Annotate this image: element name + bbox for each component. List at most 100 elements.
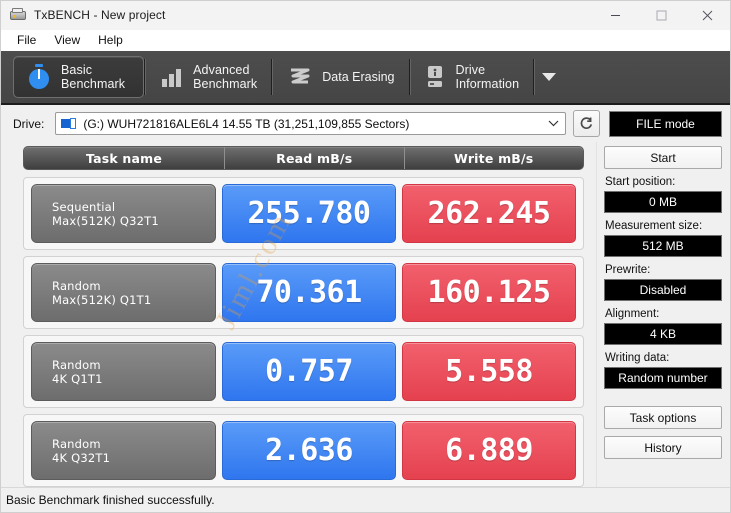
task-name-line1: Random [52, 436, 101, 451]
results-rows: Sequential Max(512K) Q32T1 255.780 262.2… [13, 177, 584, 487]
read-value-cell: 0.757 [222, 342, 396, 401]
prewrite-text: Disabled [639, 283, 687, 297]
bar-chart-icon [162, 69, 182, 87]
task-button-random-4k-q1t1[interactable]: Random 4K Q1T1 [31, 342, 216, 401]
app-icon [10, 7, 26, 23]
results-panel: Task name Read mB/s Write mB/s Sequentia… [13, 142, 596, 487]
tab-data-erasing-label: Data Erasing [322, 70, 395, 84]
prewrite-label: Prewrite: [605, 264, 651, 276]
write-value: 160.125 [427, 275, 551, 310]
writing-data-text: Random number [618, 371, 708, 385]
file-mode-label: FILE mode [636, 116, 695, 131]
menu-item-file[interactable]: File [17, 33, 37, 47]
status-bar: Basic Benchmark finished successfully. [1, 487, 730, 512]
measurement-size-value[interactable]: 512 MB [604, 235, 722, 257]
menu-bar: File View Help [1, 30, 730, 51]
write-value-cell: 262.245 [402, 184, 576, 243]
measurement-size-text: 512 MB [642, 239, 684, 253]
read-value: 70.361 [256, 275, 362, 310]
task-name-line1: Random [52, 278, 101, 293]
tab-strip: Basic Benchmark Advanced Benchmark Data … [1, 51, 730, 105]
drive-select[interactable]: (G:) WUH721816ALE6L4 14.55 TB (31,251,10… [55, 112, 566, 135]
tab-basic-benchmark-label: Basic Benchmark [61, 63, 126, 91]
read-value: 255.780 [247, 196, 371, 231]
alignment-text: 4 KB [649, 327, 676, 341]
write-value-cell: 160.125 [402, 263, 576, 322]
start-position-value[interactable]: 0 MB [604, 191, 722, 213]
task-button-random-q1t1-512k[interactable]: Random Max(512K) Q1T1 [31, 263, 216, 322]
menu-item-help[interactable]: Help [98, 33, 123, 47]
write-value-cell: 6.889 [402, 421, 576, 480]
menu-item-view[interactable]: View [54, 33, 81, 47]
write-value: 6.889 [445, 433, 533, 468]
history-button[interactable]: History [604, 436, 722, 459]
drive-label: Drive: [13, 116, 45, 131]
table-row: Random 4K Q32T1 2.636 6.889 [23, 414, 584, 487]
table-row: Random Max(512K) Q1T1 70.361 160.125 [23, 256, 584, 329]
task-name-line1: Random [52, 357, 101, 372]
start-button[interactable]: Start [604, 146, 722, 169]
tab-divider [408, 59, 411, 95]
tab-data-erasing[interactable]: Data Erasing [273, 51, 408, 103]
close-icon [702, 10, 712, 20]
read-value-cell: 70.361 [222, 263, 396, 322]
drive-select-value: (G:) WUH721816ALE6L4 14.55 TB (31,251,10… [83, 116, 410, 131]
task-button-sequential-q32t1[interactable]: Sequential Max(512K) Q32T1 [31, 184, 216, 243]
table-row: Sequential Max(512K) Q32T1 255.780 262.2… [23, 177, 584, 250]
drive-selection-row: Drive: (G:) WUH721816ALE6L4 14.55 TB (31… [1, 105, 730, 142]
tab-drive-information-label: Drive Information [455, 63, 520, 91]
drive-info-icon [427, 66, 442, 87]
read-value: 2.636 [265, 433, 353, 468]
read-value: 0.757 [265, 354, 353, 389]
start-button-label: Start [650, 150, 676, 165]
write-value: 262.245 [427, 196, 551, 231]
body-area: Task name Read mB/s Write mB/s Sequentia… [1, 142, 730, 487]
alignment-value[interactable]: 4 KB [604, 323, 722, 345]
tab-divider [271, 59, 274, 95]
minimize-button[interactable] [592, 1, 638, 29]
file-mode-button[interactable]: FILE mode [609, 110, 722, 137]
alignment-label: Alignment: [605, 308, 660, 320]
write-value-cell: 5.558 [402, 342, 576, 401]
title-bar: TxBENCH - New project [1, 1, 730, 30]
window-controls [592, 1, 730, 29]
task-name-line1: Sequential [52, 199, 116, 214]
column-header-read: Read mB/s [224, 147, 404, 169]
tab-advanced-benchmark-label: Advanced Benchmark [193, 63, 258, 91]
task-name-line2: 4K Q32T1 [52, 450, 111, 465]
tab-drive-information[interactable]: Drive Information [411, 51, 534, 103]
stopwatch-icon [29, 64, 49, 89]
history-label: History [644, 440, 682, 455]
task-name-line2: 4K Q1T1 [52, 371, 103, 386]
minimize-icon [610, 14, 620, 16]
writing-data-label: Writing data: [605, 352, 670, 364]
task-button-random-4k-q32t1[interactable]: Random 4K Q32T1 [31, 421, 216, 480]
maximize-button[interactable] [638, 1, 684, 29]
column-header-task-name: Task name [85, 150, 163, 166]
refresh-button[interactable] [573, 110, 600, 137]
maximize-icon [656, 10, 666, 20]
tab-advanced-benchmark[interactable]: Advanced Benchmark [146, 51, 271, 103]
status-message: Basic Benchmark finished successfully. [6, 493, 215, 507]
tab-divider [144, 59, 147, 95]
start-position-text: 0 MB [648, 195, 677, 209]
prewrite-value[interactable]: Disabled [604, 279, 722, 301]
refresh-icon [580, 117, 593, 129]
start-position-label: Start position: [605, 176, 676, 188]
task-options-button[interactable]: Task options [604, 406, 722, 429]
task-name-line2: Max(512K) Q1T1 [52, 292, 152, 307]
eraser-wave-icon [291, 68, 310, 84]
column-header-write: Write mB/s [403, 147, 584, 169]
tabs-overflow-button[interactable] [535, 51, 563, 103]
window-title: TxBENCH - New project [34, 8, 166, 22]
read-value-cell: 2.636 [222, 421, 396, 480]
task-options-label: Task options [629, 410, 697, 425]
writing-data-value[interactable]: Random number [604, 367, 722, 389]
tab-basic-benchmark[interactable]: Basic Benchmark [13, 56, 145, 98]
table-row: Random 4K Q1T1 0.757 5.558 [23, 335, 584, 408]
chevron-down-icon [545, 120, 561, 127]
close-button[interactable] [684, 1, 730, 29]
options-sidebar: Start Start position: 0 MB Measurement s… [596, 142, 722, 487]
results-header-row: Task name Read mB/s Write mB/s [23, 146, 584, 170]
